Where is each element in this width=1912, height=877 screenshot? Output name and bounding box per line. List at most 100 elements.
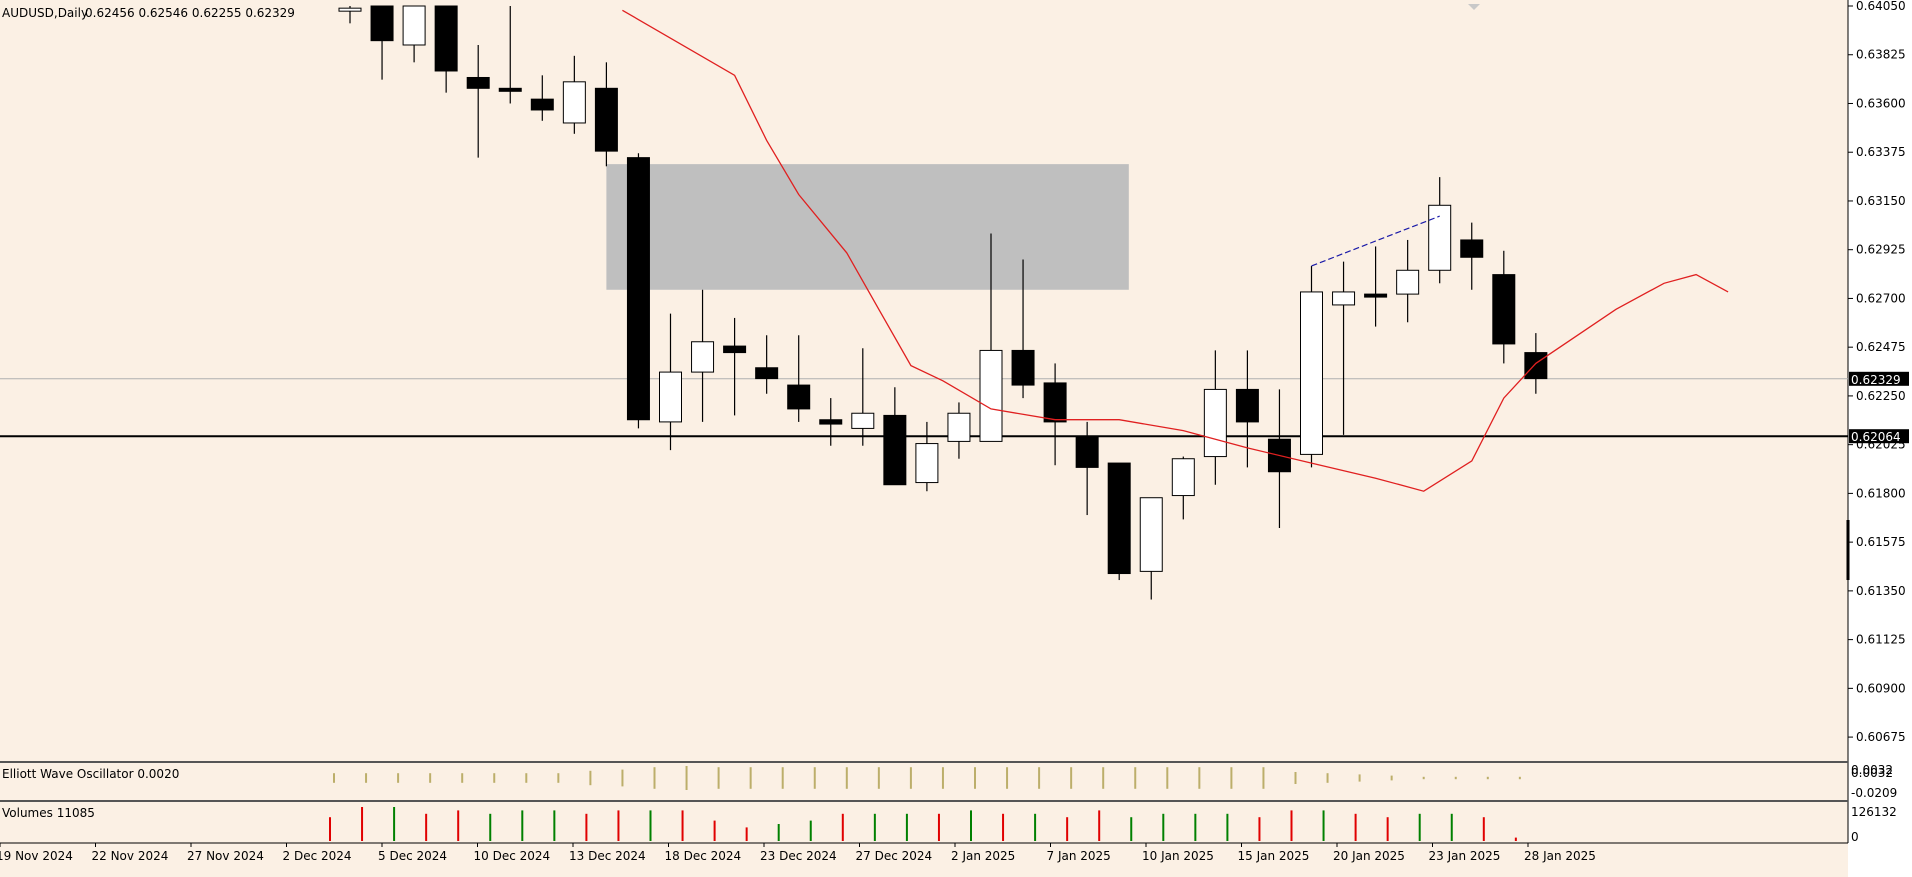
candle-body-33 <box>1396 269 1420 295</box>
candle-body-5 <box>498 87 522 92</box>
candle-9 <box>626 153 650 429</box>
candle-16 <box>851 348 875 446</box>
time-label-6: 13 Dec 2024 <box>569 849 646 863</box>
candle-body-14 <box>787 384 811 410</box>
candle-21 <box>1011 259 1035 399</box>
candle-body-8 <box>594 87 618 152</box>
price-tick-label-12: 0.61350 <box>1856 584 1906 598</box>
candle-body-36 <box>1492 274 1516 345</box>
candle-12 <box>723 317 747 416</box>
price-tick-label-2: 0.63600 <box>1856 96 1906 110</box>
candle-8 <box>594 62 618 167</box>
candle-body-1 <box>370 5 394 42</box>
time-label-11: 7 Jan 2025 <box>1047 849 1111 863</box>
candle-body-11 <box>691 341 715 373</box>
candle-body-24 <box>1107 462 1131 575</box>
candle-34 <box>1428 177 1452 284</box>
candle-13 <box>755 335 779 394</box>
candle-11 <box>691 289 715 422</box>
time-label-15: 23 Jan 2025 <box>1429 849 1501 863</box>
candle-body-17 <box>883 414 907 486</box>
candle-body-7 <box>562 81 586 124</box>
price-tick-label-4: 0.63150 <box>1856 194 1906 208</box>
volumes-label: Volumes 11085 <box>2 806 95 820</box>
candle-body-6 <box>530 98 554 111</box>
time-axis: 19 Nov 2024 22 Nov 2024 27 Nov 2024 2 Dec 2… <box>0 842 1848 863</box>
candle-14 <box>787 335 811 422</box>
candle-10 <box>659 313 682 451</box>
candle-18 <box>915 421 939 492</box>
volume-tick-zero: 0 <box>1851 830 1859 844</box>
time-label-10: 2 Jan 2025 <box>951 849 1015 863</box>
trend-line <box>1311 215 1440 267</box>
supply-zone <box>606 164 1129 290</box>
price-axis: 0.64050 0.63825 0.63600 0.63375 0.63150 0.629… <box>1847 0 1906 843</box>
volume-pane: Volumes 11085 126132 0 <box>0 800 1897 844</box>
price-tick-label-15: 0.60675 <box>1856 730 1906 744</box>
candle-body-15 <box>819 419 843 425</box>
candle-22 <box>1043 363 1067 466</box>
time-label-16: 28 Jan 2025 <box>1524 849 1596 863</box>
candle-body-34 <box>1428 204 1452 271</box>
level-label-1: 0.62329 <box>1851 373 1901 387</box>
candle-body-16 <box>851 412 875 429</box>
candle-body-0 <box>338 7 362 12</box>
candle-body-12 <box>723 345 747 354</box>
time-label-13: 15 Jan 2025 <box>1238 849 1310 863</box>
candle-body-30 <box>1300 291 1323 455</box>
plot-background <box>0 0 1848 877</box>
price-tick-label-7: 0.62475 <box>1856 340 1906 354</box>
level-label-0: 0.62064 <box>1851 430 1901 444</box>
candle-17 <box>883 387 907 486</box>
price-tick-label-13: 0.61125 <box>1856 633 1906 647</box>
candle-body-4 <box>466 76 490 89</box>
symbol-label: AUDUSD,Daily <box>2 6 88 20</box>
candle-body-18 <box>915 443 939 484</box>
candle-body-22 <box>1043 382 1067 423</box>
candle-32 <box>1364 246 1388 327</box>
price-tick-label-3: 0.63375 <box>1856 145 1906 159</box>
candle-25 <box>1139 497 1163 600</box>
candle-15 <box>819 398 843 446</box>
candle-4 <box>466 44 490 158</box>
candle-body-35 <box>1460 239 1484 258</box>
time-label-2: 27 Nov 2024 <box>187 849 264 863</box>
candle-body-2 <box>402 5 426 46</box>
candle-33 <box>1396 239 1420 323</box>
time-label-4: 5 Dec 2024 <box>378 849 447 863</box>
volume-tick-max: 126132 <box>1851 805 1897 819</box>
oscillator-pane: Elliott Wave Oscillator 0.0020 0.0032 0.… <box>0 761 1897 800</box>
price-tick-label-8: 0.62250 <box>1856 389 1906 403</box>
candle-35 <box>1460 222 1484 290</box>
candle-23 <box>1075 421 1099 516</box>
time-label-7: 18 Dec 2024 <box>665 849 742 863</box>
time-label-3: 2 Dec 2024 <box>283 849 352 863</box>
candle-24 <box>1107 462 1131 581</box>
candle-body-28 <box>1235 388 1259 423</box>
candle-body-19 <box>947 412 971 442</box>
candle-5 <box>498 6 522 104</box>
candle-body-37 <box>1524 352 1548 380</box>
candle-2 <box>402 5 426 63</box>
oscillator-tick-1: 0.0032 <box>1851 763 1893 777</box>
time-label-12: 10 Jan 2025 <box>1142 849 1214 863</box>
candle-6 <box>530 75 554 121</box>
time-label-9: 27 Dec 2024 <box>856 849 933 863</box>
candle-body-31 <box>1332 291 1356 306</box>
candle-30 <box>1300 265 1323 468</box>
candle-body-21 <box>1011 349 1035 386</box>
time-label-0: 19 Nov 2024 <box>0 849 73 863</box>
oscillator-tick-2: 0.0032 <box>1851 766 1893 780</box>
price-tick-label-11: 0.61575 <box>1856 535 1906 549</box>
candle-body-32 <box>1364 293 1388 298</box>
candle-27 <box>1203 350 1227 485</box>
price-tick-label-5: 0.62925 <box>1856 243 1906 257</box>
candle-body-3 <box>434 5 458 72</box>
candle-19 <box>947 402 971 459</box>
time-label-8: 23 Dec 2024 <box>760 849 837 863</box>
candle-7 <box>562 55 586 134</box>
candle-body-9 <box>626 157 650 421</box>
oscillator-label: Elliott Wave Oscillator 0.0020 <box>2 767 179 781</box>
candle-body-20 <box>979 349 1003 442</box>
